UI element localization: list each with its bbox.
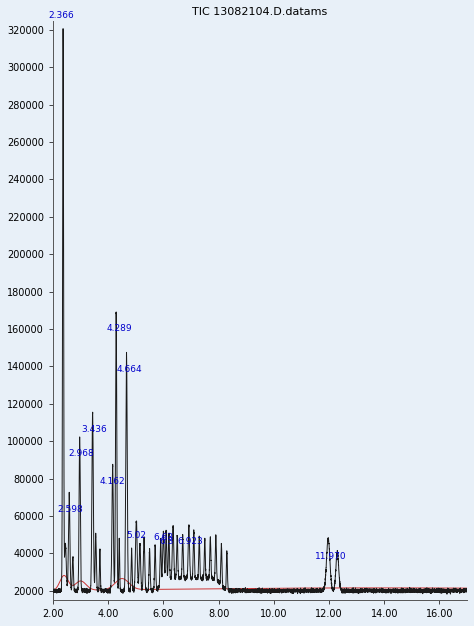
Title: TIC 13082104.D.datams: TIC 13082104.D.datams <box>192 7 328 17</box>
Text: 5.02: 5.02 <box>127 531 146 540</box>
Text: 4.162: 4.162 <box>100 477 126 486</box>
Text: 4.664: 4.664 <box>117 365 142 374</box>
Text: 11.970: 11.970 <box>315 552 347 561</box>
Text: 6.923: 6.923 <box>177 537 203 546</box>
Text: 4.289: 4.289 <box>106 324 132 332</box>
Text: 6.63: 6.63 <box>153 533 173 542</box>
Text: 2.366: 2.366 <box>49 11 74 21</box>
Text: 6.3: 6.3 <box>159 537 173 546</box>
Text: 3.436: 3.436 <box>81 424 107 434</box>
Text: 2.598: 2.598 <box>58 505 83 514</box>
Text: 2.968: 2.968 <box>68 449 94 458</box>
